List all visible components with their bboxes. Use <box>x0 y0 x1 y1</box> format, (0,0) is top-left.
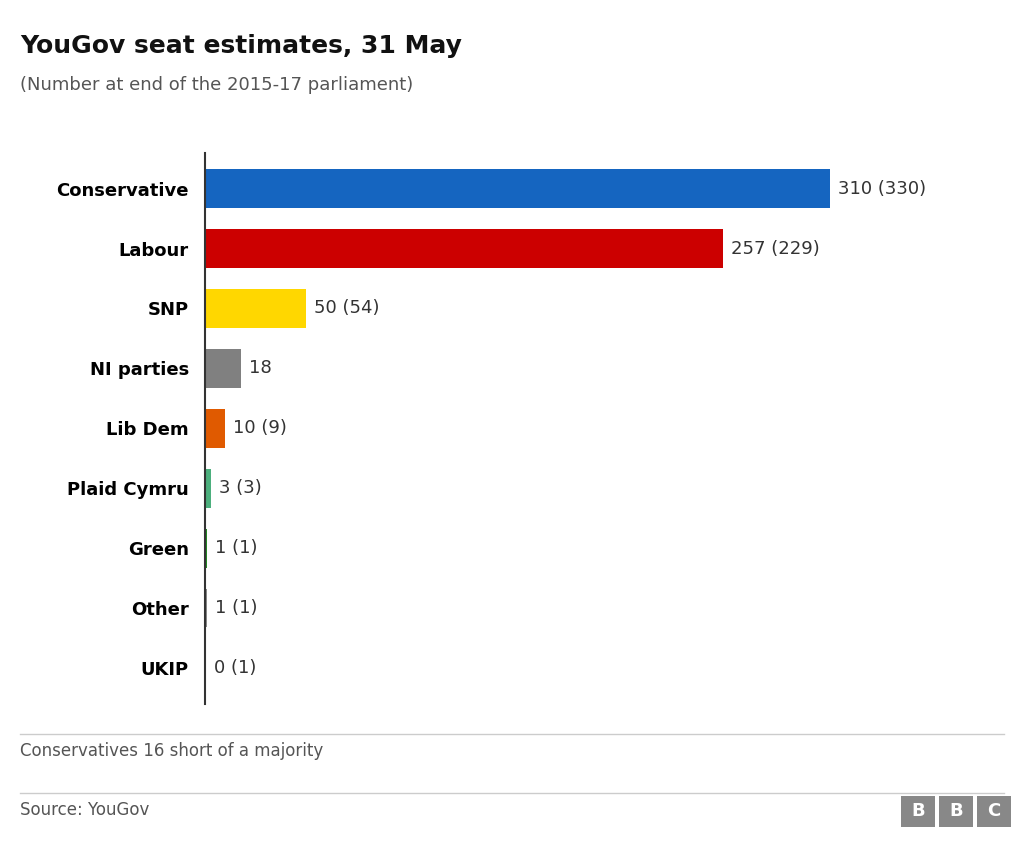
Text: Conservatives 16 short of a majority: Conservatives 16 short of a majority <box>20 742 324 760</box>
Text: 1 (1): 1 (1) <box>215 539 257 557</box>
Bar <box>205 469 211 508</box>
Text: 18: 18 <box>249 360 272 377</box>
Bar <box>205 528 207 567</box>
Text: C: C <box>987 802 1000 820</box>
Text: 310 (330): 310 (330) <box>839 180 927 198</box>
Text: YouGov seat estimates, 31 May: YouGov seat estimates, 31 May <box>20 34 463 58</box>
Bar <box>205 169 830 208</box>
Text: B: B <box>911 802 925 820</box>
Text: 50 (54): 50 (54) <box>313 299 379 317</box>
Text: B: B <box>949 802 963 820</box>
Text: 257 (229): 257 (229) <box>731 239 820 258</box>
Text: (Number at end of the 2015-17 parliament): (Number at end of the 2015-17 parliament… <box>20 76 414 94</box>
Text: Source: YouGov: Source: YouGov <box>20 801 150 819</box>
Bar <box>205 409 225 448</box>
Bar <box>205 229 723 268</box>
Text: 0 (1): 0 (1) <box>214 659 256 677</box>
Text: 1 (1): 1 (1) <box>215 599 257 617</box>
Bar <box>205 289 306 328</box>
Text: 10 (9): 10 (9) <box>233 419 287 438</box>
Bar <box>205 349 241 388</box>
Bar <box>205 589 207 628</box>
Text: 3 (3): 3 (3) <box>219 479 262 497</box>
